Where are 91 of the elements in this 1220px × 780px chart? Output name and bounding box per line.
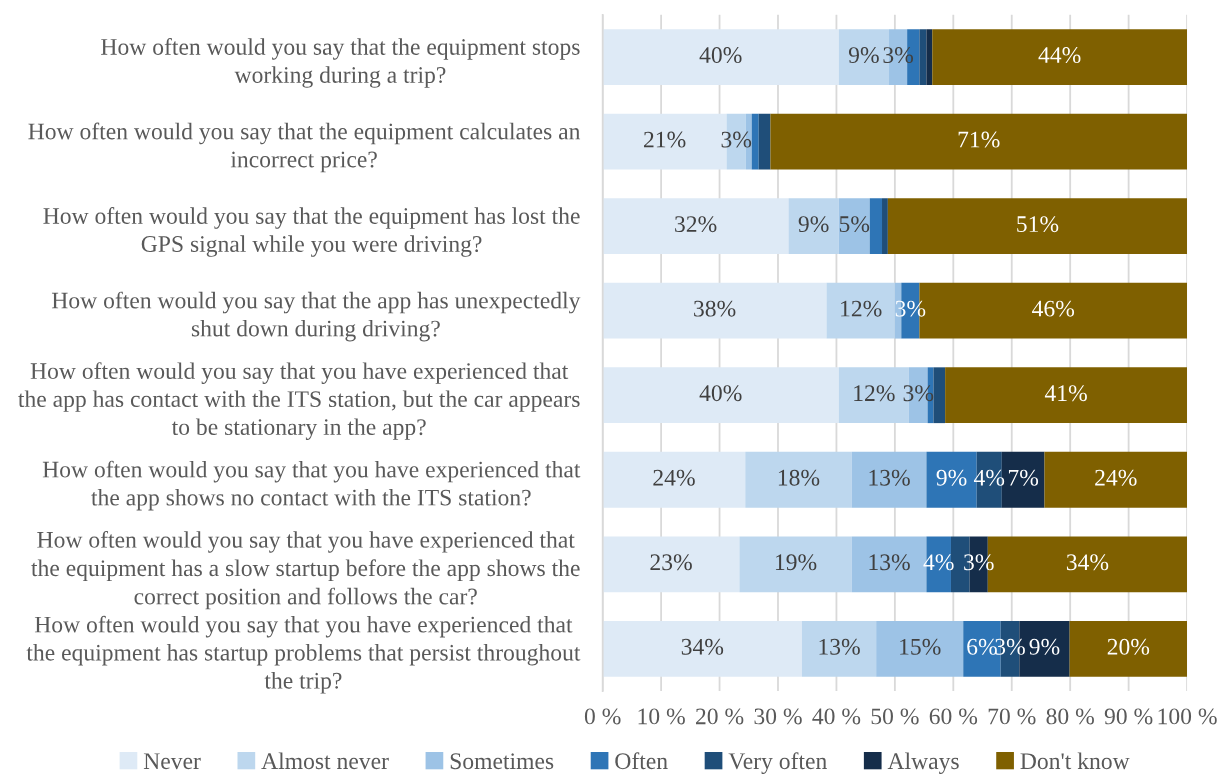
data-label: 13%	[869, 554, 910, 571]
bar	[926, 29, 933, 85]
x-tick-label: 70 %	[988, 708, 1036, 725]
y-tick-label: How often would you say that the equipment stops working during a trip?	[101, 38, 580, 88]
legend-label: Sometimes	[450, 753, 554, 770]
bar	[945, 367, 1188, 424]
legend-label: Almost never	[261, 752, 389, 770]
data-label: 5%	[839, 216, 870, 233]
data-label: 40%	[699, 47, 742, 64]
bar	[933, 367, 946, 424]
bar	[602, 536, 740, 593]
data-label: 13%	[819, 638, 860, 655]
bar	[887, 198, 1188, 255]
data-label: 12%	[841, 300, 882, 317]
x-tick-label: 40 %	[812, 708, 861, 725]
legend-label: Always	[887, 752, 959, 774]
y-tick-label: How often would you say that you have experienced that the app has contact with the ITS station, but the car appears to be stationary in the app?	[18, 362, 580, 440]
data-label: 19%	[775, 554, 817, 571]
data-label: 46%	[1032, 300, 1075, 317]
data-label: 13%	[869, 469, 910, 486]
x-tick-label: 100 %	[1158, 708, 1217, 725]
x-tick-label: 0 %	[584, 708, 621, 725]
bar	[838, 198, 870, 255]
data-label: 24%	[653, 469, 695, 486]
bar	[602, 282, 827, 339]
bar	[602, 367, 839, 424]
data-label: 4%	[923, 554, 954, 571]
y-tick-label: How often would you say that the equipment calculates an incorrect price?	[28, 122, 581, 173]
data-label: 3%	[995, 638, 1025, 655]
data-label: 4%	[973, 469, 1005, 486]
x-tick-label: 50 %	[871, 708, 919, 725]
bar	[788, 198, 839, 255]
data-label: 44%	[1038, 47, 1081, 64]
data-label: 34%	[1066, 554, 1109, 571]
legend-label: Don't know	[1020, 752, 1130, 770]
data-label: 18%	[778, 469, 820, 486]
data-label: 32%	[675, 216, 717, 233]
bar	[602, 29, 839, 85]
data-label: 9%	[1029, 638, 1060, 655]
data-label: 3%	[721, 131, 752, 148]
bar	[919, 29, 927, 85]
x-tick-label: 90 %	[1104, 708, 1153, 725]
bar	[602, 451, 746, 508]
bar	[876, 620, 964, 677]
bar	[770, 113, 1188, 170]
data-label: 24%	[1095, 469, 1137, 486]
x-tick-label: 10 %	[638, 708, 685, 725]
data-label: 7%	[1008, 469, 1039, 486]
legend-label: Never	[143, 753, 201, 770]
y-tick-label: How often would you say that the app has unexpectedly shut down during driving?	[51, 291, 581, 342]
data-label: 40%	[699, 385, 742, 402]
data-label: 23%	[650, 554, 692, 571]
y-tick-label: How often would you say that you have experienced that the app shows no contact with the ITS station?	[42, 460, 581, 511]
data-label: 38%	[694, 300, 736, 317]
x-tick-label: 30 %	[754, 708, 802, 725]
y-tick-label: How often would you say that the equipment has lost the GPS signal while you were driving?	[43, 207, 580, 257]
bar	[882, 198, 888, 255]
data-label: 9%	[798, 216, 829, 233]
bar	[751, 113, 759, 170]
bar	[745, 451, 852, 508]
bar	[739, 536, 852, 593]
legend-label: Very often	[728, 752, 827, 774]
data-label: 20%	[1107, 638, 1150, 655]
bar	[758, 113, 771, 170]
bar	[976, 451, 1002, 508]
y-tick-label: How often would you say that you have experienced that the equipment has a slow startup before the app shows the correct position and follows the car?	[31, 530, 580, 610]
data-label: 21%	[644, 131, 686, 148]
bar	[851, 451, 927, 508]
data-label: 34%	[681, 638, 724, 655]
data-label: 41%	[1044, 385, 1087, 402]
data-label: 51%	[1017, 216, 1059, 233]
y-tick-label: How often would you say that you have experienced that the equipment has startup problems that persist throughout the trip?	[26, 615, 581, 694]
bar	[602, 198, 789, 255]
data-label: 71%	[958, 131, 1000, 148]
data-label: 6%	[967, 638, 997, 655]
bar	[932, 29, 1188, 85]
x-tick-label: 80 %	[1046, 708, 1094, 725]
data-label: 9%	[936, 469, 967, 486]
bar	[602, 620, 802, 677]
data-label: 9%	[848, 47, 879, 64]
bar	[1069, 620, 1188, 677]
data-label: 3%	[964, 554, 994, 571]
bar	[801, 620, 877, 677]
bar	[826, 282, 895, 339]
legend-label: Often	[615, 752, 668, 770]
x-tick-label: 60 %	[929, 708, 978, 725]
x-tick-label: 20 %	[696, 708, 744, 725]
data-label: 15%	[900, 638, 941, 655]
data-label: 12%	[854, 385, 895, 402]
bar	[869, 198, 883, 255]
bar	[1044, 451, 1188, 508]
